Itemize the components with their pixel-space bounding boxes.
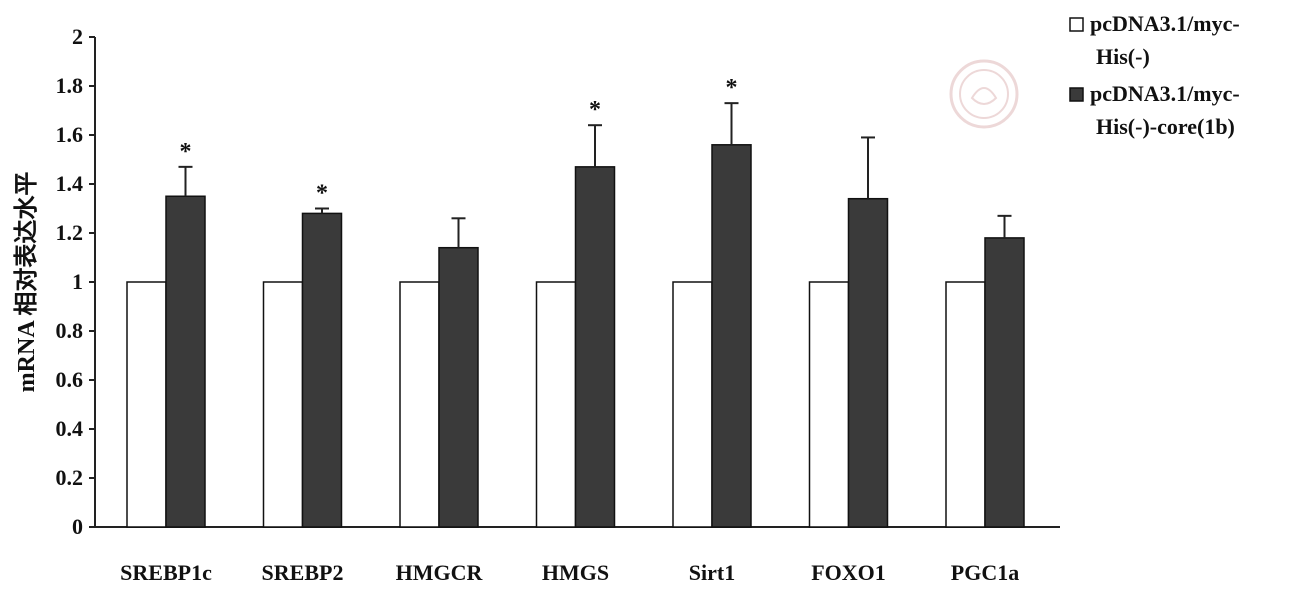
x-category-label: FOXO1 — [811, 560, 886, 585]
bar-core-foxo1 — [847, 197, 889, 528]
bar-control-foxo1 — [808, 281, 850, 528]
bar-control-pgc1a — [945, 281, 986, 528]
y-tick-label: 0.8 — [56, 318, 84, 343]
y-tick-label: 2 — [72, 24, 83, 49]
bar-core-pgc1a — [984, 237, 1025, 528]
y-tick-label: 1.6 — [56, 122, 84, 147]
bar-core-hmgcr — [438, 246, 479, 528]
bar-control-hmgs — [535, 281, 577, 528]
significance-star: * — [316, 181, 328, 207]
y-tick-label: 1.2 — [56, 220, 84, 245]
x-category-label: SREBP1c — [120, 560, 212, 585]
y-axis-title: mRNA 相对表达水平 — [13, 172, 40, 393]
error-bars — [178, 102, 1012, 248]
y-axis-labels: 0 0.2 0.4 0.6 0.8 1 1.2 1.4 1.6 1.8 2 — [56, 24, 84, 539]
significance-star: * — [180, 139, 192, 165]
y-tick-label: 0.4 — [56, 416, 84, 441]
legend-swatch-control — [1069, 17, 1084, 32]
x-category-label: HMGCR — [396, 560, 484, 585]
x-category-label: Sirt1 — [689, 560, 735, 585]
seal-watermark — [949, 59, 1019, 129]
bar-control-srebp2 — [262, 281, 304, 528]
bar-control-sirt1 — [672, 281, 713, 528]
bars — [126, 144, 1025, 528]
y-tick-label: 1.8 — [56, 73, 84, 98]
bar-control-hmgcr — [399, 281, 440, 528]
bar-core-srebp2 — [301, 212, 343, 528]
x-axis-labels: SREBP1c SREBP2 HMGCR HMGS Sirt1 FOXO1 PGC1a — [120, 560, 1019, 585]
y-tick-label: 1 — [72, 269, 83, 294]
y-tick-label: 0.2 — [56, 465, 84, 490]
legend-swatch-core — [1069, 87, 1084, 102]
x-category-label: SREBP2 — [262, 560, 344, 585]
y-tick-label: 0 — [72, 514, 83, 539]
legend-label-control: pcDNA3.1/myc- — [1090, 11, 1240, 36]
bar-core-hmgs — [574, 166, 616, 528]
significance-star: * — [726, 75, 738, 101]
bar-control-srebp1c — [126, 281, 167, 528]
legend-label-core: His(-)-core(1b) — [1096, 114, 1235, 139]
legend-label-core: pcDNA3.1/myc- — [1090, 81, 1240, 106]
x-category-label: PGC1a — [951, 560, 1019, 585]
y-tick-label: 1.4 — [56, 171, 84, 196]
x-category-label: HMGS — [542, 560, 609, 585]
bar-core-srebp1c — [165, 195, 206, 528]
y-tick-label: 0.6 — [56, 367, 84, 392]
significance-star: * — [589, 97, 601, 123]
legend-label-control: His(-) — [1096, 44, 1150, 69]
significance-markers: * * * * — [180, 75, 738, 206]
legend: pcDNA3.1/myc- His(-) pcDNA3.1/myc- His(-)-c… — [1069, 11, 1240, 139]
bar-core-sirt1 — [711, 144, 752, 528]
